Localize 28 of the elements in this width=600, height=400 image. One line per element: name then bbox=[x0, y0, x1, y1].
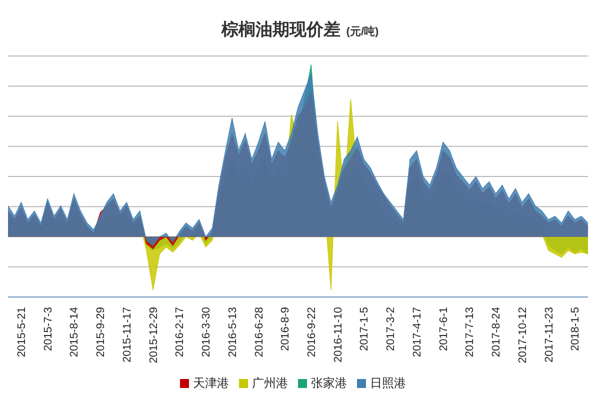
legend-label: 日照港 bbox=[370, 376, 406, 390]
x-tick-label: 2017-10-12 bbox=[516, 307, 529, 364]
x-tick-label: 2016-3-30 bbox=[200, 307, 213, 358]
x-tick-label: 2018-1-5 bbox=[570, 307, 582, 352]
x-tick-label: 2017-4-17 bbox=[411, 307, 424, 358]
legend-label: 天津港 bbox=[193, 376, 229, 390]
x-tick-label: 2017-3-2 bbox=[385, 307, 398, 352]
x-tick-label: 2017-1-5 bbox=[358, 307, 371, 352]
legend-label: 广州港 bbox=[252, 376, 288, 390]
chart-subtitle: (元/吨) bbox=[346, 26, 379, 38]
chart-title: 棕榈油期现价差 bbox=[221, 20, 340, 39]
x-tick-label: 2015-12-29 bbox=[148, 307, 160, 364]
x-tick-label: 2016-6-28 bbox=[253, 307, 266, 358]
x-tick-label: 2015-11-17 bbox=[121, 307, 134, 362]
x-tick-label: 2017-8-24 bbox=[490, 307, 503, 358]
x-tick-label: 2015-9-29 bbox=[95, 307, 108, 358]
x-tick-label: 2017-11-23 bbox=[543, 307, 556, 362]
x-tick-label: 2015-7-3 bbox=[42, 307, 54, 352]
x-tick-label: 2017-7-13 bbox=[464, 307, 476, 358]
legend-label: 张家港 bbox=[311, 376, 347, 390]
x-tick-label: 2016-8-9 bbox=[280, 307, 292, 352]
x-tick-label: 2017-6-1 bbox=[438, 307, 450, 352]
x-tick-label: 2016-11-10 bbox=[332, 307, 344, 362]
x-tick-label: 2016-2-17 bbox=[174, 307, 186, 358]
x-tick-label: 2015-5-21 bbox=[16, 307, 28, 358]
x-tick-label: 2015-8-14 bbox=[68, 307, 81, 358]
x-tick-label: 2016-9-22 bbox=[306, 307, 318, 358]
x-tick-label: 2016-5-13 bbox=[226, 307, 239, 358]
